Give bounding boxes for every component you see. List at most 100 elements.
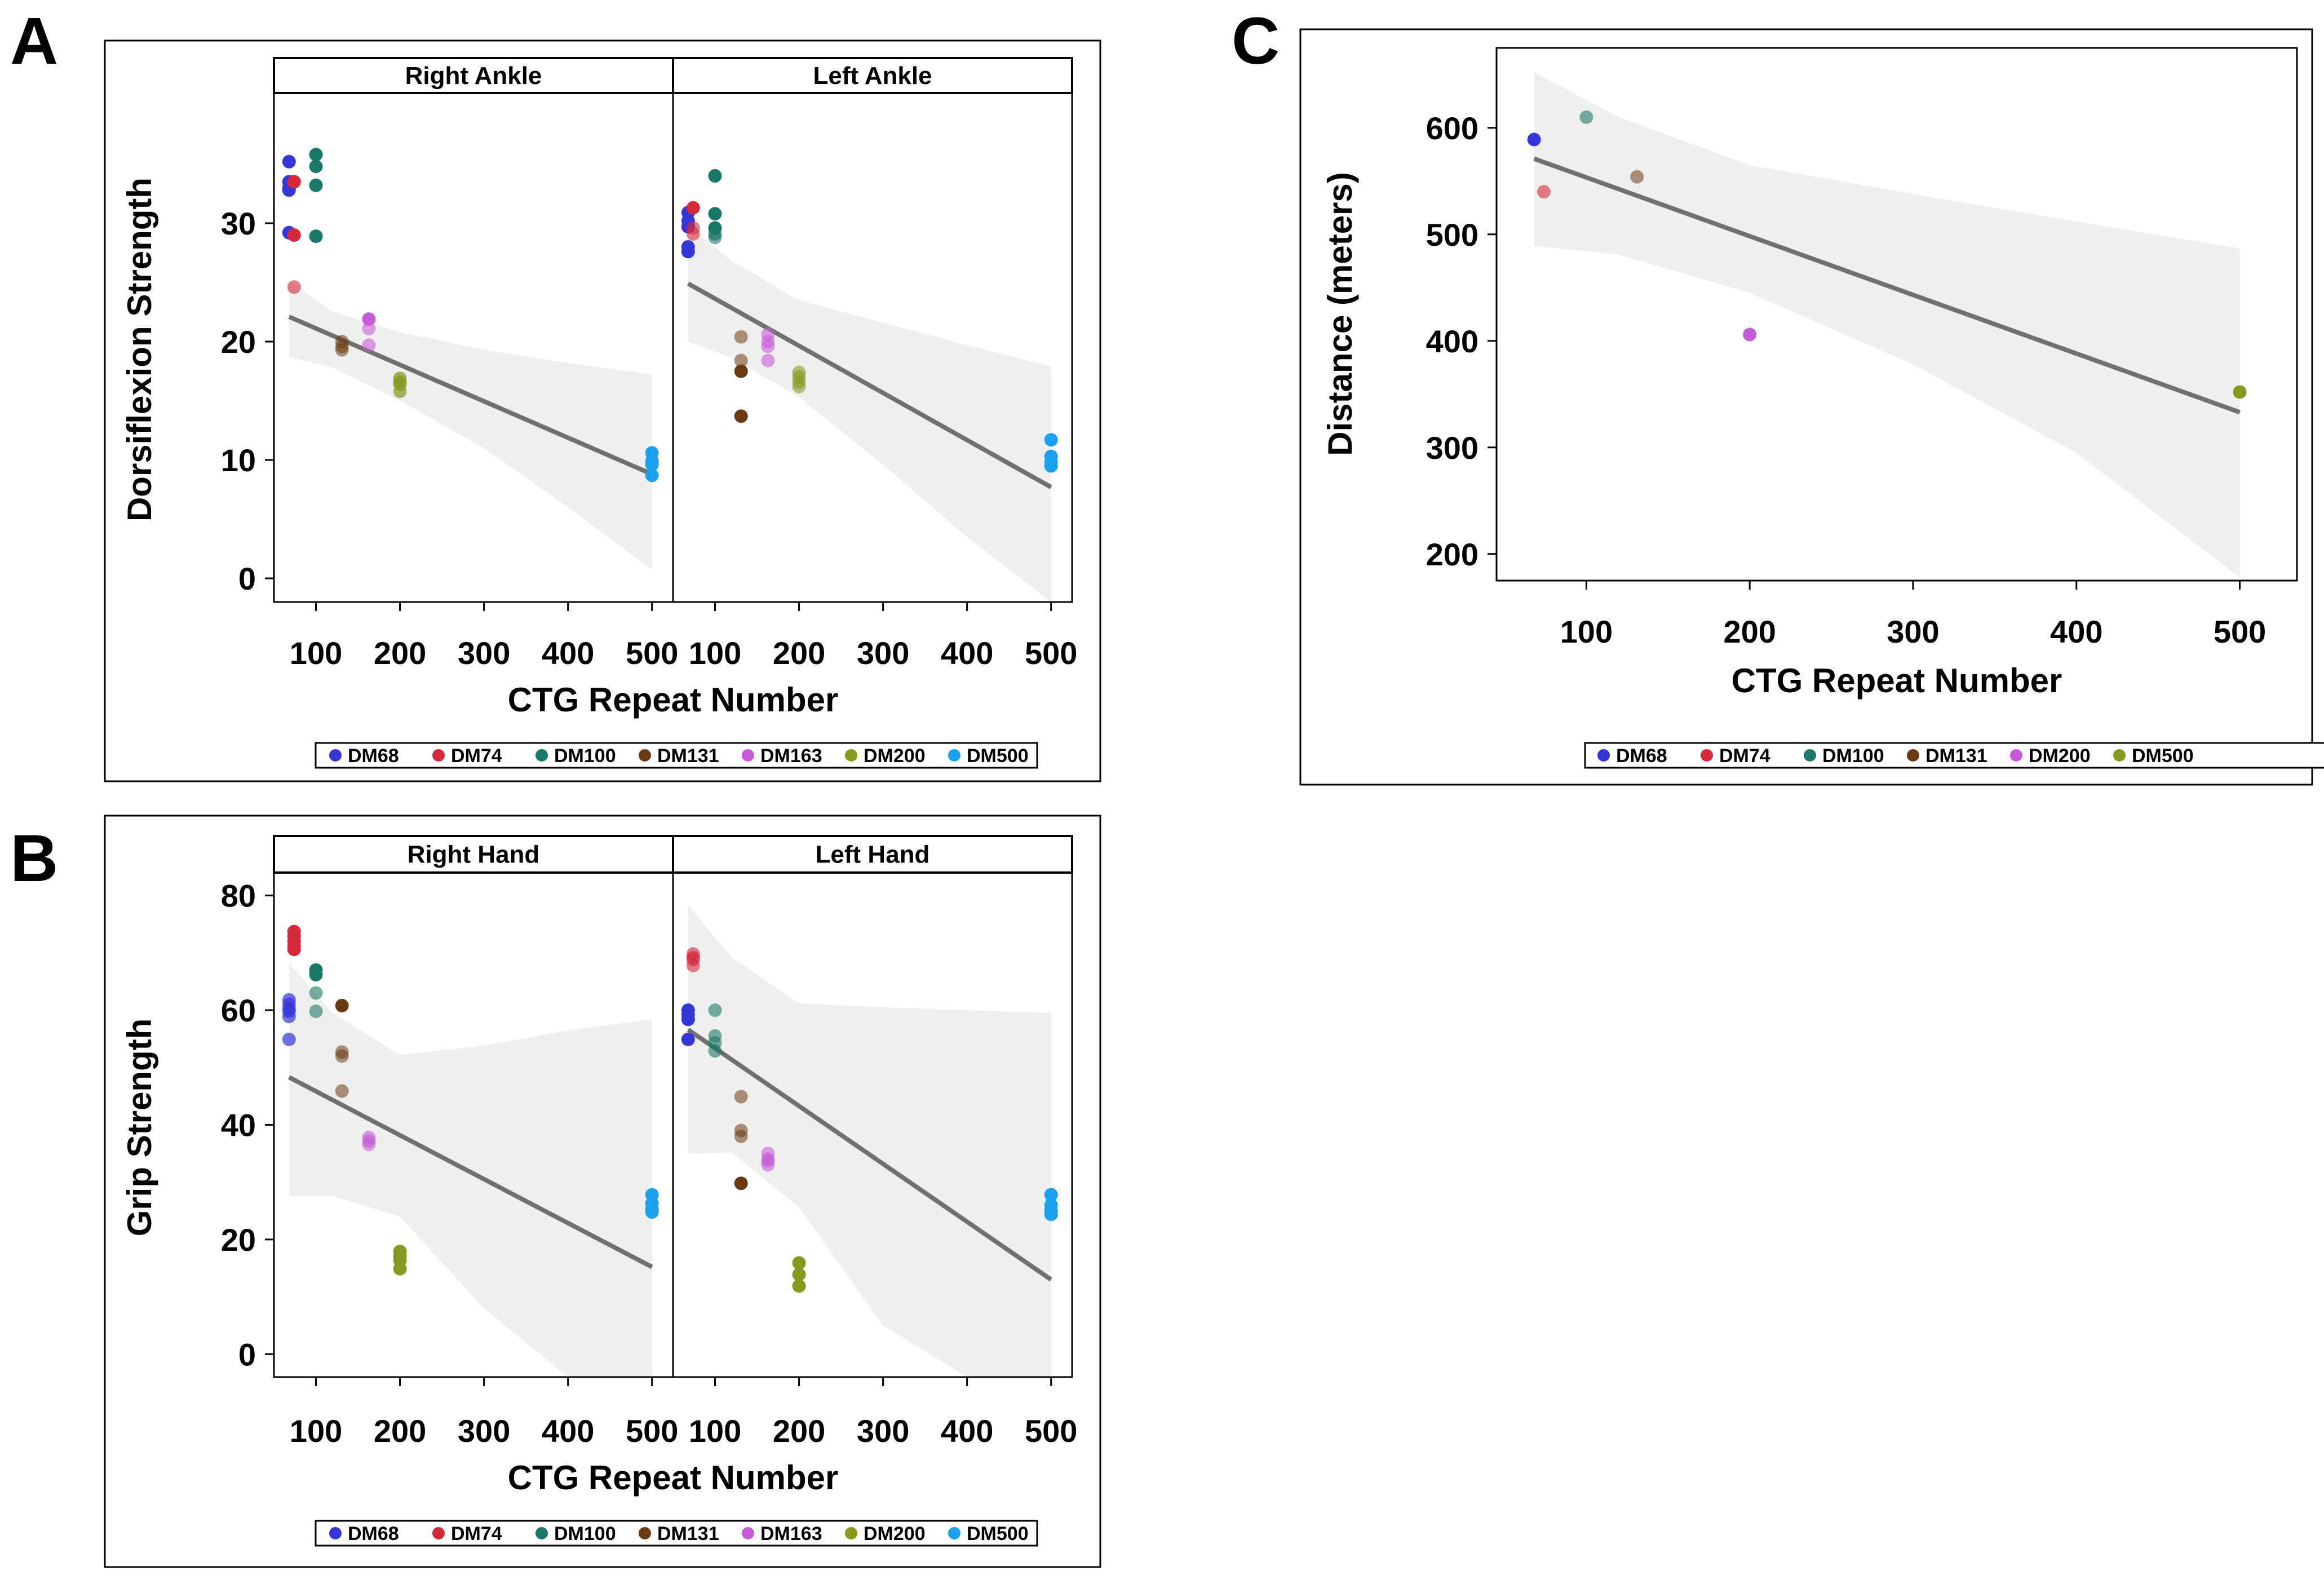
right-ankle-point-dm163 <box>362 321 376 335</box>
left-ankle-point-dm74 <box>686 227 700 241</box>
legend-marker-dm74 <box>1701 749 1713 762</box>
legend: DM68 DM74 DM100 DM131 DM200 DM500 <box>1584 742 2324 769</box>
legend-marker-dm163 <box>742 1527 754 1539</box>
right-ankle-x-tick-label: 400 <box>542 635 594 671</box>
right-ankle-point-dm68 <box>282 154 296 169</box>
legend: DM68 DM74 DM100 DM131 DM163 DM200 DM500 <box>315 742 1038 769</box>
left-ankle-point-dm74 <box>686 201 700 215</box>
legend-label-dm500: DM500 <box>2132 745 2194 767</box>
panel-c-frame <box>1299 28 2313 786</box>
legend-marker-dm68 <box>329 1527 342 1539</box>
chart-c-panel: 100 200 300 400 500 200 300 400 500 600 <box>1426 47 2298 649</box>
right-hand-point-dm100 <box>309 1004 323 1019</box>
right-ankle-point-dm74 <box>287 175 301 189</box>
legend-marker-dm200 <box>845 749 857 762</box>
right-ankle-x-tick-label: 100 <box>290 635 342 671</box>
right-ankle-point-dm500 <box>645 468 659 483</box>
right-ankle-strip <box>273 57 674 94</box>
left-ankle-confidence-band <box>688 225 1051 602</box>
chart-c-point-dm74 <box>1537 185 1551 199</box>
legend-marker-dm500 <box>948 749 960 762</box>
chart-a: Right Ankle 100 200 300 400 500 0 10 20 30 Left An… <box>121 57 1077 769</box>
legend-label-dm74: DM74 <box>451 1523 502 1544</box>
legend-label-dm100: DM100 <box>554 745 616 767</box>
right-ankle-point-dm74 <box>287 228 301 242</box>
chart-c-point-dm500 <box>2233 385 2247 399</box>
y-tick-label: 0 <box>238 561 256 596</box>
left-ankle-strip <box>672 57 1073 94</box>
left-hand-regression-line <box>687 1028 1053 1282</box>
legend-marker-dm131 <box>1907 749 1919 762</box>
left-ankle-point-dm163 <box>761 353 775 368</box>
legend-marker-dm74 <box>432 749 445 762</box>
chart-c-point-dm200 <box>1743 327 1757 342</box>
right-hand-point-dm68 <box>282 1010 296 1024</box>
panel-label-c: C <box>1232 4 1280 78</box>
right-hand-point-dm200 <box>393 1262 407 1276</box>
legend-label-dm68: DM68 <box>348 745 399 767</box>
legend-marker-dm131 <box>639 749 651 762</box>
right-hand-strip-label: Right Hand <box>408 841 540 869</box>
legend-label-dm74: DM74 <box>1719 745 1770 767</box>
y-tick-label: 300 <box>1426 430 1478 466</box>
left-ankle-x-tick-label: 100 <box>689 635 741 671</box>
left-ankle-strip-label: Left Ankle <box>813 62 932 90</box>
right-hand-point-dm68 <box>282 1032 296 1046</box>
x-axis-title: CTG Repeat Number <box>508 681 839 719</box>
panel-label-b: B <box>10 821 58 896</box>
right-ankle-panel: Right Ankle 100 200 300 400 500 0 10 20 30 <box>221 57 678 671</box>
legend-marker-dm68 <box>329 749 342 762</box>
left-hand-panel: Left Hand 100 200 300 400 500 <box>672 835 1077 1449</box>
left-hand-point-dm500 <box>1044 1207 1058 1221</box>
legend-label-dm68: DM68 <box>348 1523 399 1544</box>
panel-label-a: A <box>10 4 58 78</box>
y-tick-label: 400 <box>1426 324 1478 359</box>
right-hand-point-dm163 <box>362 1138 376 1152</box>
left-hand-point-dm68 <box>681 1012 695 1026</box>
right-ankle-x-tick-label: 500 <box>626 635 678 671</box>
right-ankle-x-tick-label: 200 <box>374 635 426 671</box>
legend: DM68 DM74 DM100 DM131 DM163 DM200 DM500 <box>315 1520 1038 1547</box>
y-tick-label: 200 <box>1426 537 1478 572</box>
right-ankle-point-dm163 <box>362 312 376 326</box>
left-ankle-point-dm163 <box>761 339 775 353</box>
chart-c-x-tick-label: 100 <box>1560 614 1613 649</box>
legend-marker-dm68 <box>1597 749 1610 762</box>
legend-label-dm100: DM100 <box>1822 745 1884 767</box>
legend-label-dm163: DM163 <box>760 1523 822 1544</box>
left-hand-point-dm200 <box>792 1267 806 1281</box>
right-hand-point-dm74 <box>287 942 301 957</box>
chart-c-point-dm131 <box>1630 170 1644 184</box>
left-hand-confidence-band <box>688 905 1051 1377</box>
right-ankle-regression-line <box>288 315 653 476</box>
y-tick-label: 80 <box>221 878 256 914</box>
chart-c-point-dm100 <box>1579 110 1593 124</box>
left-hand-point-dm163 <box>761 1158 775 1172</box>
left-hand-x-tick-label: 200 <box>773 1413 825 1449</box>
right-ankle-point-dm100 <box>309 148 323 162</box>
panel-a-frame <box>104 39 1101 782</box>
chart-c: 100 200 300 400 500 200 300 400 500 600 CTG Repeat… <box>1321 47 2324 769</box>
chart-c-x-tick-label: 200 <box>1723 614 1776 649</box>
y-tick-label: 500 <box>1426 217 1478 253</box>
panel-b-frame <box>104 815 1101 1568</box>
left-hand-point-dm131 <box>734 1090 748 1104</box>
right-hand-point-dm100 <box>309 986 323 1000</box>
right-hand-x-tick-label: 100 <box>290 1413 342 1449</box>
left-ankle-point-dm131 <box>734 330 748 344</box>
right-hand-x-tick-label: 500 <box>626 1413 678 1449</box>
left-hand-x-tick-label: 300 <box>857 1413 909 1449</box>
right-ankle-point-dm163 <box>362 338 376 352</box>
right-hand-point-dm131 <box>335 1049 349 1063</box>
left-ankle-x-tick-label: 400 <box>941 635 993 671</box>
legend-label-dm200: DM200 <box>2029 745 2091 767</box>
legend-label-dm500: DM500 <box>967 1523 1029 1544</box>
chart-c-regression-line <box>1533 156 2241 415</box>
left-ankle-point-dm500 <box>1044 459 1058 473</box>
chart-c-x-tick-label: 300 <box>1887 614 1939 649</box>
legend-box <box>315 742 1038 769</box>
legend-label-dm200: DM200 <box>864 745 926 767</box>
right-ankle-point-dm200 <box>393 384 407 399</box>
right-hand-x-tick-label: 400 <box>542 1413 594 1449</box>
legend-label-dm68: DM68 <box>1616 745 1667 767</box>
